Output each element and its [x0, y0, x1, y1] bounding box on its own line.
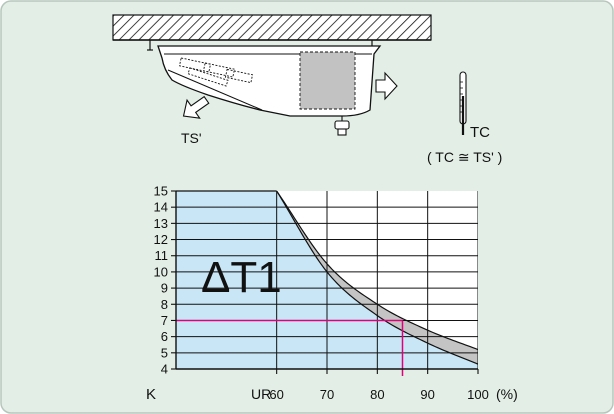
x-tick-label: 100	[467, 387, 489, 402]
louvre-slots	[178, 57, 254, 87]
x-tick-label: 70	[320, 387, 334, 402]
curve-band-fill	[276, 191, 478, 365]
y-tick-label: 13	[154, 216, 168, 231]
y-tick-label: 9	[161, 281, 168, 296]
y-tick-label: 14	[154, 200, 168, 215]
y-tick-label: 6	[161, 329, 168, 344]
x-tick-label: 80	[370, 387, 384, 402]
cassette-unit	[157, 45, 382, 136]
airflow-out-arrow	[375, 71, 398, 101]
series-curve-lower	[276, 191, 478, 365]
delta-t1-label: ΔT1	[201, 253, 282, 302]
ceiling-hatch	[112, 14, 432, 41]
y-tick-label: 7	[161, 313, 168, 328]
airflow-in-arrow	[182, 95, 210, 119]
y-tick-label: 8	[161, 297, 168, 312]
y-unit-label: K	[146, 386, 156, 403]
series-curve-upper	[276, 191, 478, 351]
y-tick-label: 15	[154, 184, 168, 199]
x-tick-label: 60	[269, 387, 283, 402]
chart-axes	[171, 190, 479, 374]
x-tick-label: 90	[420, 387, 434, 402]
x-variable-label: UR	[251, 386, 271, 402]
ceiling-illustration	[112, 14, 432, 53]
y-tick-label: 10	[154, 264, 168, 279]
y-tick-label: 12	[154, 232, 168, 247]
reading-marker	[176, 319, 404, 376]
ts-prime-label: TS'	[181, 130, 202, 146]
sensor-knob	[334, 116, 350, 136]
y-tick-label: 5	[161, 345, 168, 360]
x-unit-label: (%)	[496, 386, 518, 402]
intake-grille	[299, 51, 356, 110]
tc-relation-label: ( TC ≅ TS' )	[427, 149, 502, 165]
tc-label: TC	[470, 124, 490, 141]
thermometer-icon	[459, 71, 467, 135]
y-tick-label: 11	[155, 248, 169, 263]
x-tick-labels: 60 70 80 90 100	[269, 387, 488, 402]
y-tick-label: 4	[161, 362, 168, 377]
